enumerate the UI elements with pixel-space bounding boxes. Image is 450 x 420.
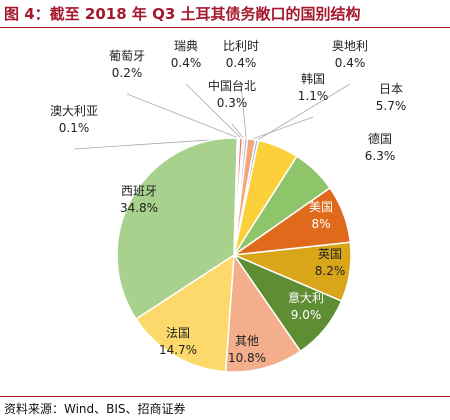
source-divider xyxy=(0,396,450,397)
label-name-portugal: 葡萄牙 xyxy=(109,49,145,63)
label-chinese-taipei: 中国台北 0.3% xyxy=(208,78,256,110)
label-value-spain: 34.8% xyxy=(120,201,158,215)
label-france: 法国 14.7% xyxy=(159,326,197,357)
label-name-france: 法国 xyxy=(166,326,190,340)
label-name-austria: 奥地利 xyxy=(332,39,368,53)
label-value-australia: 0.1% xyxy=(59,121,90,135)
slice-other xyxy=(224,252,302,373)
label-austria: 奥地利 0.4% xyxy=(332,39,368,70)
label-italy: 意大利 9.0% xyxy=(288,290,324,322)
label-value-korea: 1.1% xyxy=(298,89,329,103)
leader-portugal xyxy=(126,93,239,139)
label-value-other: 10.8% xyxy=(228,351,266,365)
leader-belgium xyxy=(240,83,247,139)
slice-australia xyxy=(233,137,239,256)
label-name-other: 其他 xyxy=(235,334,259,348)
label-value-japan: 5.7% xyxy=(376,99,407,113)
label-name-spain: 西班牙 xyxy=(121,184,157,198)
leader-sweden xyxy=(185,83,242,139)
label-value-portugal: 0.2% xyxy=(112,66,143,80)
label-value-germany: 6.3% xyxy=(365,149,396,163)
label-name-usa: 美国 xyxy=(309,200,333,214)
label-other: 其他 10.8% xyxy=(228,334,266,365)
label-spain: 西班牙 34.8% xyxy=(120,184,158,215)
label-name-japan: 日本 xyxy=(379,82,403,96)
label-value-uk: 8.2% xyxy=(315,264,346,278)
label-japan: 日本 5.7% xyxy=(376,82,407,113)
label-name-australia: 澳大利亚 xyxy=(50,104,98,118)
title-divider xyxy=(0,27,450,28)
label-value-usa: 8% xyxy=(311,217,330,231)
leader-austria xyxy=(256,83,351,141)
label-uk: 英国 8.2% xyxy=(315,247,346,278)
label-name-belgium: 比利时 xyxy=(223,39,259,53)
label-value-italy: 9.0% xyxy=(291,308,322,322)
pie-chart: 葡萄牙 0.2% 瑞典 0.4% 中国台北 0.3% 比利时 0.4% 韩国 1.1% 奥地利 0.4… xyxy=(50,39,406,373)
label-name-korea: 韩国 xyxy=(301,71,325,86)
label-name-sweden: 瑞典 xyxy=(174,39,198,53)
label-value-austria: 0.4% xyxy=(335,56,366,70)
source-note: 资料来源：Wind、BIS、招商证券 xyxy=(4,402,186,416)
leader-korea xyxy=(251,116,314,140)
slice-labels: 葡萄牙 0.2% 瑞典 0.4% 中国台北 0.3% 比利时 0.4% 韩国 1.1% 奥地利 0.4… xyxy=(50,39,406,365)
label-usa: 美国 8% xyxy=(309,200,333,231)
label-portugal: 葡萄牙 0.2% xyxy=(109,49,145,80)
slice-spain xyxy=(116,137,239,320)
chart-title: 图 4：截至 2018 年 Q3 土耳其债务敞口的国别结构 xyxy=(4,5,361,23)
label-australia: 澳大利亚 0.1% xyxy=(50,104,98,135)
label-name-italy: 意大利 xyxy=(288,290,324,305)
label-name-chinese-taipei: 中国台北 xyxy=(208,78,256,93)
leader-chinese-taipei xyxy=(231,123,244,139)
label-sweden: 瑞典 0.4% xyxy=(171,39,202,70)
pie-slices xyxy=(116,137,352,373)
label-value-sweden: 0.4% xyxy=(171,56,202,70)
label-value-belgium: 0.4% xyxy=(226,56,257,70)
label-korea: 韩国 1.1% xyxy=(298,71,329,103)
label-value-chinese-taipei: 0.3% xyxy=(217,96,248,110)
label-value-france: 14.7% xyxy=(159,343,197,357)
label-belgium: 比利时 0.4% xyxy=(223,39,259,70)
label-name-germany: 德国 xyxy=(368,131,392,146)
leader-lines xyxy=(73,83,351,150)
label-name-uk: 英国 xyxy=(318,247,342,261)
slice-france xyxy=(134,253,235,373)
label-germany: 德国 6.3% xyxy=(365,131,396,163)
